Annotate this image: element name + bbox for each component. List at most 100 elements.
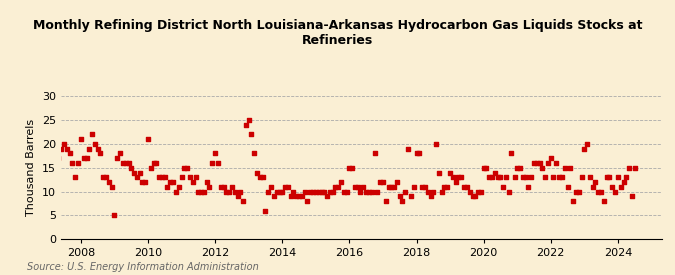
- Point: [618, 180, 629, 184]
- Point: [621, 175, 632, 180]
- Point: [123, 161, 134, 165]
- Point: [319, 189, 329, 194]
- Point: [369, 151, 380, 156]
- Point: [76, 137, 86, 141]
- Point: [249, 151, 260, 156]
- Point: [327, 189, 338, 194]
- Point: [90, 142, 101, 146]
- Point: [590, 180, 601, 184]
- Point: [445, 170, 456, 175]
- Point: [551, 161, 562, 165]
- Point: [344, 166, 355, 170]
- Point: [232, 194, 243, 199]
- Point: [545, 156, 556, 160]
- Point: [95, 151, 106, 156]
- Point: [425, 194, 436, 199]
- Point: [61, 147, 72, 151]
- Point: [450, 180, 461, 184]
- Point: [389, 185, 400, 189]
- Point: [593, 189, 604, 194]
- Point: [501, 175, 512, 180]
- Point: [304, 189, 315, 194]
- Point: [433, 170, 444, 175]
- Point: [173, 185, 184, 189]
- Point: [411, 151, 422, 156]
- Point: [400, 189, 411, 194]
- Point: [428, 189, 439, 194]
- Point: [565, 166, 576, 170]
- Point: [120, 161, 131, 165]
- Point: [274, 189, 285, 194]
- Point: [358, 185, 369, 189]
- Point: [416, 185, 427, 189]
- Point: [103, 180, 114, 184]
- Point: [171, 189, 182, 194]
- Point: [51, 161, 61, 165]
- Point: [291, 194, 302, 199]
- Point: [612, 175, 623, 180]
- Point: [168, 180, 179, 184]
- Point: [142, 137, 153, 141]
- Point: [338, 189, 349, 194]
- Point: [325, 189, 335, 194]
- Point: [190, 175, 201, 180]
- Point: [148, 161, 159, 165]
- Point: [531, 161, 542, 165]
- Point: [506, 151, 517, 156]
- Point: [548, 175, 559, 180]
- Point: [271, 189, 282, 194]
- Point: [299, 189, 310, 194]
- Point: [492, 175, 503, 180]
- Point: [279, 185, 290, 189]
- Point: [263, 189, 273, 194]
- Point: [414, 151, 425, 156]
- Point: [137, 180, 148, 184]
- Point: [313, 189, 324, 194]
- Point: [462, 185, 472, 189]
- Point: [240, 123, 251, 127]
- Point: [184, 175, 195, 180]
- Point: [201, 180, 212, 184]
- Point: [419, 185, 430, 189]
- Point: [487, 175, 497, 180]
- Point: [266, 185, 277, 189]
- Point: [570, 189, 581, 194]
- Point: [196, 189, 207, 194]
- Text: Monthly Refining District North Louisiana-Arkansas Hydrocarbon Gas Liquids Stock: Monthly Refining District North Louisian…: [33, 19, 642, 47]
- Point: [375, 180, 385, 184]
- Point: [408, 185, 419, 189]
- Point: [70, 175, 80, 180]
- Point: [347, 166, 358, 170]
- Point: [554, 175, 564, 180]
- Point: [539, 175, 550, 180]
- Point: [478, 166, 489, 170]
- Point: [126, 166, 136, 170]
- Point: [392, 180, 402, 184]
- Point: [159, 175, 170, 180]
- Point: [596, 189, 607, 194]
- Point: [386, 185, 397, 189]
- Point: [109, 213, 120, 218]
- Point: [367, 189, 377, 194]
- Y-axis label: Thousand Barrels: Thousand Barrels: [26, 119, 36, 216]
- Point: [308, 189, 319, 194]
- Point: [535, 161, 545, 165]
- Point: [81, 156, 92, 160]
- Point: [442, 185, 453, 189]
- Point: [235, 189, 246, 194]
- Point: [514, 166, 525, 170]
- Point: [352, 185, 363, 189]
- Point: [218, 185, 229, 189]
- Point: [162, 185, 173, 189]
- Point: [321, 194, 332, 199]
- Point: [406, 194, 416, 199]
- Point: [154, 175, 165, 180]
- Point: [98, 175, 109, 180]
- Point: [504, 189, 514, 194]
- Point: [215, 185, 226, 189]
- Point: [582, 142, 593, 146]
- Point: [198, 189, 209, 194]
- Point: [629, 166, 640, 170]
- Point: [182, 166, 192, 170]
- Point: [151, 161, 162, 165]
